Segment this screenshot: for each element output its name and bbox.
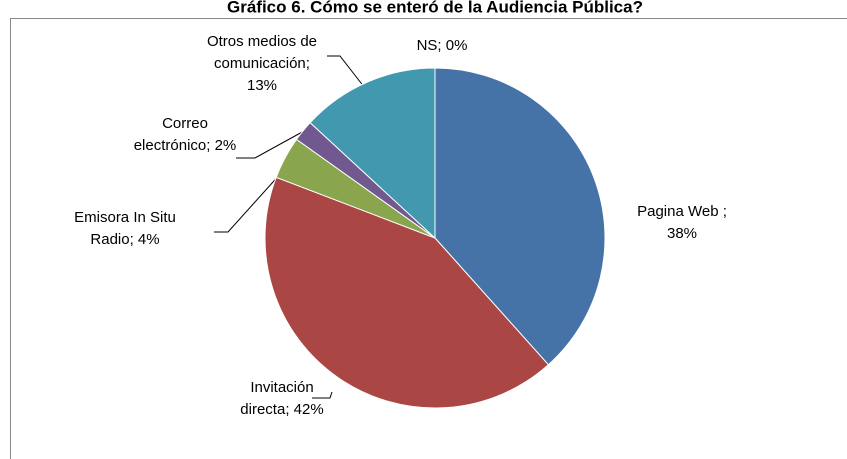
data-label: Pagina Web ; 38% <box>637 203 727 242</box>
chart-title: Gráfico 6. Cómo se enteró de la Audienci… <box>227 0 643 16</box>
leader-line <box>214 171 283 233</box>
data-label: Invitación directa; 42% <box>240 379 323 418</box>
data-label: NS; 0% <box>417 37 468 54</box>
pie-slice <box>434 67 606 366</box>
leader-line <box>327 55 369 93</box>
chart-border <box>10 18 847 459</box>
leader-line <box>236 130 305 159</box>
leader-line <box>312 391 333 399</box>
pie-slice <box>309 67 436 240</box>
pie-slice <box>264 176 550 409</box>
data-label: Otros medios de comunicación; 13% <box>207 33 317 94</box>
data-label: Correo electrónico; 2% <box>134 115 237 154</box>
data-label: Emisora In Situ Radio; 4% <box>74 209 176 248</box>
